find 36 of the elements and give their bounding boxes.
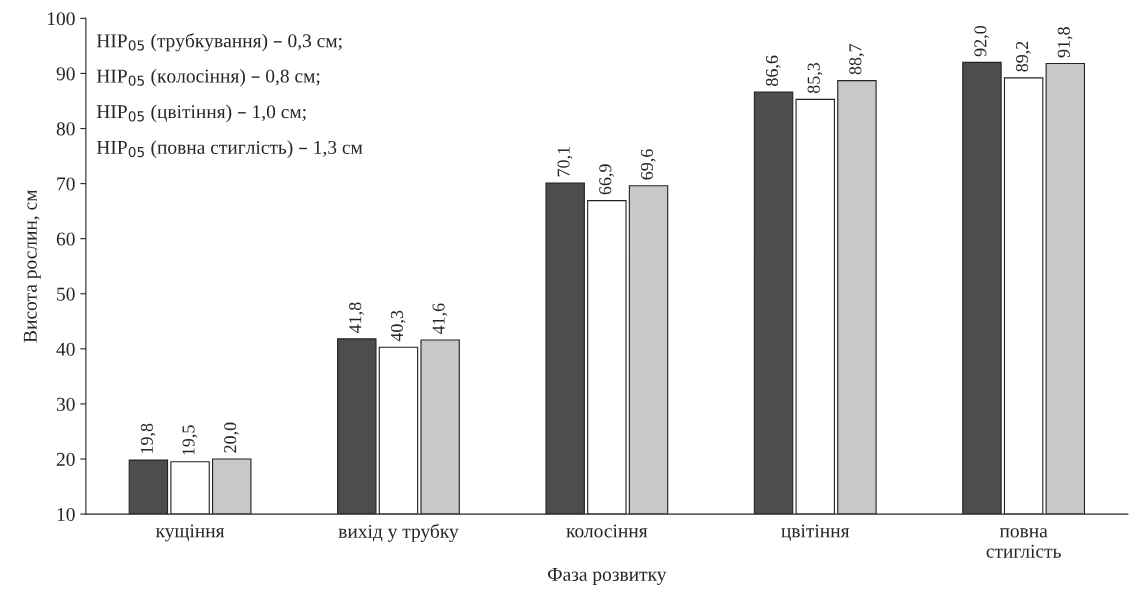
data-label: 69,6 (640, 149, 656, 180)
annotation: НІР$_{05}$ (колосіння) – 0,8 см; (96, 68, 320, 87)
annotation: НІР$_{05}$ (цвітіння) – 1,0 см; (96, 104, 306, 123)
y-tick-label: 80 (56, 122, 75, 136)
data-label: 19,8 (140, 423, 156, 453)
x-axis-title: Фаза розвитку (548, 568, 667, 585)
data-label: 20,0 (224, 422, 239, 453)
y-tick-label: 60 (56, 232, 75, 246)
y-tick-label: 20 (56, 452, 75, 466)
y-tick-label: 70 (57, 177, 75, 191)
data-label: 40,3 (390, 310, 406, 342)
y-tick-label: 100 (48, 12, 75, 26)
y-tick-label: 10 (57, 507, 75, 522)
annotation: НІР$_{05}$ (повна стиглість) – 1,3 см (96, 140, 363, 158)
x-tick-label: вихід у трубку (338, 523, 459, 542)
y-axis-title: Висота рослин, см (23, 189, 41, 343)
data-label: 66,9 (599, 164, 614, 195)
data-label: 92,0 (974, 25, 990, 57)
x-tick-label: повна стиглість (986, 528, 1061, 558)
y-tick-label: 30 (56, 397, 75, 411)
data-label: 85,3 (807, 62, 823, 94)
x-tick-label: цвітіння (781, 524, 850, 542)
annotation: НІР$_{05}$ (трубкування) – 0,3 см; (96, 33, 342, 52)
y-tick-label: 90 (56, 67, 75, 81)
x-tick-label: кущіння (155, 524, 225, 542)
y-tick-label: 50 (57, 287, 75, 301)
data-label: 41,6 (432, 303, 448, 335)
data-label: 88,7 (849, 43, 865, 75)
data-label: 19,5 (182, 425, 198, 455)
data-label: 91,8 (1057, 27, 1073, 58)
data-label: 86,6 (765, 55, 781, 86)
data-label: 89,2 (1015, 41, 1031, 72)
data-label: 41,8 (349, 302, 364, 334)
x-tick-label: колосіння (566, 524, 648, 538)
y-tick-label: 40 (56, 342, 75, 356)
data-label: 70,1 (557, 146, 573, 177)
